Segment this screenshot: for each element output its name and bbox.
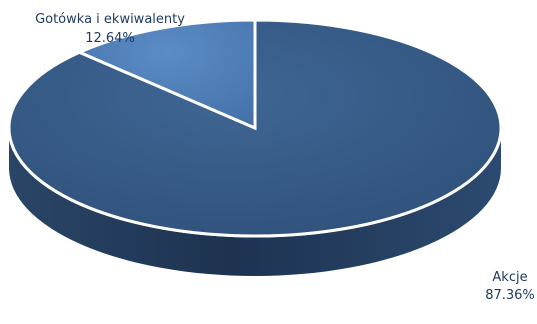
- pie-slice-gotowka: [75, 18, 257, 131]
- slice-value-akcje: 87.36%: [485, 288, 535, 303]
- slice-label-akcje: Akcje: [492, 270, 527, 285]
- slice-value-gotowka: 12.64%: [85, 31, 135, 46]
- pie-side-wall: [9, 128, 501, 276]
- slice-label-gotowka: Gotówka i ekwiwalenty: [35, 12, 185, 27]
